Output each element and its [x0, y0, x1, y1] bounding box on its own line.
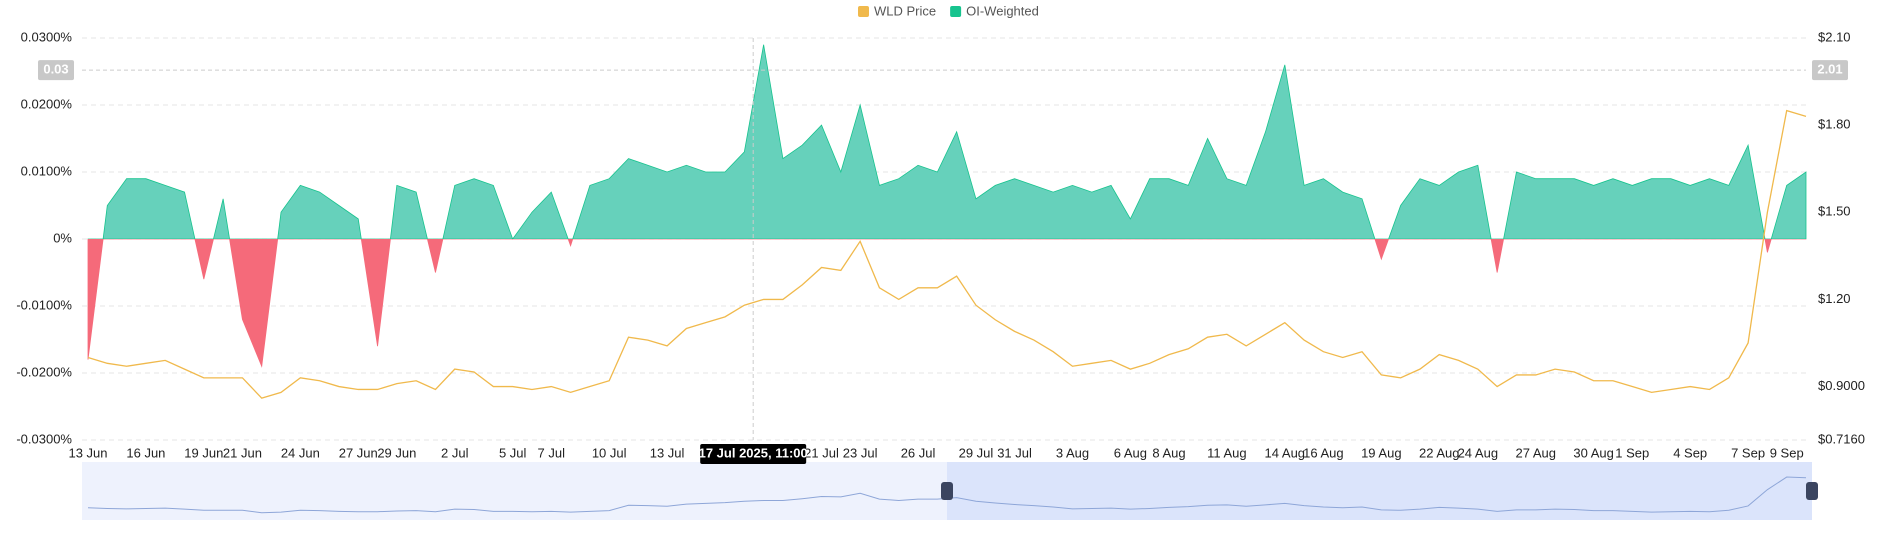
x-tick-label: 2 Jul [441, 445, 469, 460]
y2-tick-label: $1.20 [1818, 291, 1851, 306]
y-tick-label: -0.0300% [16, 431, 72, 446]
y-tick-label: -0.0200% [16, 364, 72, 379]
x-tick-label: 13 Jul [650, 445, 685, 460]
x-tick-label: 5 Jul [499, 445, 527, 460]
y-tick-label: 0.0100% [21, 163, 73, 178]
x-tick-label: 16 Jun [126, 445, 165, 460]
crosshair-y2-badge [1812, 60, 1848, 81]
x-tick-label: 13 Jun [68, 445, 107, 460]
y2-tick-label: $1.80 [1818, 117, 1851, 132]
x-tick-label: 10 Jul [592, 445, 627, 460]
x-tick-label: 23 Jul [843, 445, 878, 460]
x-tick-label: 29 Jun [377, 445, 416, 460]
x-tick-label: 1 Sep [1615, 445, 1649, 460]
y-tick-label: 0.0300% [21, 29, 73, 44]
legend-label[interactable]: OI-Weighted [966, 3, 1039, 18]
navigator-handle[interactable] [941, 482, 953, 500]
x-tick-label: 27 Jun [339, 445, 378, 460]
crosshair-x-label: 17 Jul 2025, 11:00 [699, 445, 808, 460]
x-tick-label: 24 Jun [281, 445, 320, 460]
x-tick-label: 31 Jul [997, 445, 1032, 460]
x-tick-label: 7 Sep [1731, 445, 1765, 460]
y-tick-label: 0% [53, 230, 72, 245]
oi-area-negative [87, 239, 1807, 368]
legend-label[interactable]: WLD Price [874, 3, 936, 18]
y-tick-label: 0.0200% [21, 96, 73, 111]
y2-tick-label: $0.7160 [1818, 431, 1865, 446]
price-line [87, 109, 1807, 399]
x-tick-label: 21 Jul [804, 445, 839, 460]
x-tick-label: 7 Jul [538, 445, 566, 460]
x-tick-label: 19 Aug [1361, 445, 1402, 460]
x-tick-label: 4 Sep [1673, 445, 1707, 460]
oi-area-positive [87, 44, 1807, 239]
x-tick-label: 30 Aug [1573, 445, 1614, 460]
x-tick-label: 8 Aug [1152, 445, 1185, 460]
navigator-handle[interactable] [1806, 482, 1818, 500]
x-tick-label: 19 Jun [184, 445, 223, 460]
x-tick-label: 26 Jul [901, 445, 936, 460]
crosshair-y2-label: 2.01 [1817, 62, 1842, 77]
crosshair-y-badge [38, 60, 74, 81]
x-tick-label: 3 Aug [1056, 445, 1089, 460]
x-tick-label: 6 Aug [1114, 445, 1147, 460]
crosshair-x-badge [700, 444, 807, 464]
x-tick-label: 29 Jul [959, 445, 994, 460]
x-tick-label: 22 Aug [1419, 445, 1460, 460]
y2-tick-label: $0.9000 [1818, 378, 1865, 393]
x-tick-label: 14 Aug [1265, 445, 1306, 460]
crosshair-y-label: 0.03 [43, 62, 68, 77]
x-tick-label: 27 Aug [1516, 445, 1557, 460]
y2-tick-label: $1.50 [1818, 204, 1851, 219]
x-tick-label: 11 Aug [1207, 445, 1247, 460]
y2-tick-label: $2.10 [1818, 29, 1851, 44]
y-tick-label: -0.0100% [16, 297, 72, 312]
legend-swatch[interactable] [950, 6, 962, 17]
navigator-selection [947, 462, 1812, 520]
legend-swatch[interactable] [858, 6, 869, 17]
x-tick-label: 16 Aug [1303, 445, 1344, 460]
x-tick-label: 9 Sep [1770, 445, 1804, 460]
x-tick-label: 24 Aug [1458, 445, 1499, 460]
x-tick-label: 21 Jun [223, 445, 262, 460]
